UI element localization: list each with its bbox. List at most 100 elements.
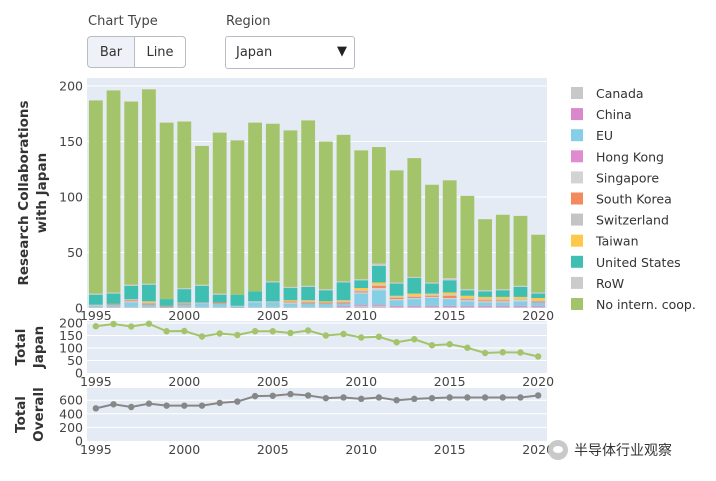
overall-total-point (517, 394, 524, 401)
bar-segment (301, 302, 316, 304)
region-select[interactable]: Japan ▼ (225, 36, 355, 69)
bar-segment (354, 280, 369, 289)
bar-segment (478, 290, 492, 292)
y-tick-label: 100 (59, 190, 83, 205)
y-tick-label: 150 (59, 134, 83, 149)
bar-segment (106, 306, 121, 308)
bar-segment (283, 303, 298, 307)
bar-segment (407, 276, 422, 279)
x-tick-label: 2000 (168, 308, 200, 323)
overall-total-point (304, 392, 312, 399)
bar-segment (159, 299, 174, 306)
overall-total-point (163, 402, 170, 409)
bar-segment (407, 278, 422, 294)
bar-segment (142, 304, 156, 307)
japan-total-point (304, 327, 312, 334)
bar-segment (531, 302, 546, 306)
bar-segment (389, 300, 404, 306)
bar-segment (159, 306, 174, 308)
bar-segment (513, 306, 528, 308)
x-tick-label: 2015 (434, 308, 466, 323)
bar-segment (142, 89, 156, 284)
legend-swatch (571, 108, 583, 121)
bar-segment (177, 306, 192, 308)
bar-segment (301, 301, 316, 303)
bar-segment (177, 121, 192, 289)
bar-segment (460, 295, 475, 299)
y-tick-label: 100 (59, 341, 83, 356)
y-tick-label: 50 (67, 353, 83, 368)
japan-total-point (198, 333, 206, 340)
overall-total-point (375, 394, 383, 401)
y-axis-title: Total (13, 396, 29, 433)
bar-segment (248, 301, 262, 303)
bar-segment (425, 298, 439, 306)
bar-segment (142, 302, 156, 304)
bar-segment (159, 305, 174, 307)
x-tick-label: 2005 (257, 308, 289, 323)
bar-plot-area (87, 78, 547, 308)
bar-segment (230, 140, 245, 295)
bar-segment (372, 147, 386, 264)
bar-segment (318, 306, 333, 308)
x-tick-label: 2005 (257, 442, 289, 457)
y-tick-label: 200 (59, 79, 83, 94)
bar-segment (354, 290, 369, 292)
x-tick-label: 1995 (80, 374, 112, 389)
region-select-value: Japan (236, 45, 273, 60)
bar-segment (372, 263, 386, 266)
japan-total-point (163, 328, 170, 335)
overall-total-point (393, 397, 400, 404)
bar-segment (495, 290, 510, 297)
japan-total-point (534, 353, 542, 360)
x-tick-label: 1995 (80, 308, 112, 323)
bar-segment (212, 303, 227, 307)
legend-swatch (571, 276, 583, 289)
overall-total-point (446, 394, 453, 401)
overall-total-point (92, 405, 100, 412)
bar-segment (283, 306, 298, 308)
bar-segment (372, 290, 386, 305)
japan-total-point (375, 333, 383, 340)
overall-total-point (464, 394, 471, 401)
bar-segment (389, 283, 404, 296)
x-tick-label: 2020 (522, 308, 554, 323)
y-axis-title: Japan (31, 326, 47, 370)
bar-segment (478, 300, 492, 302)
line-button[interactable]: Line (134, 36, 186, 68)
bar-segment (195, 303, 209, 307)
x-tick-label: 2020 (522, 374, 554, 389)
bar-segment (495, 214, 510, 290)
bar-segment (478, 296, 492, 300)
x-tick-label: 2015 (434, 374, 466, 389)
x-tick-label: 2020 (522, 442, 554, 457)
japan-total-point (234, 331, 241, 339)
bar-segment (407, 295, 422, 297)
bar-segment (230, 306, 245, 308)
bar-segment (372, 288, 386, 291)
legend-label: No intern. coop. (596, 297, 696, 312)
watermark-text: 半导体行业观察 (574, 443, 672, 459)
legend-label: EU (596, 128, 613, 143)
bar-segment (195, 145, 209, 285)
legend-label: China (596, 107, 632, 122)
legend-label: United States (596, 255, 681, 270)
overall-total-point (216, 399, 223, 407)
x-tick-label: 2010 (345, 442, 377, 457)
x-tick-label: 2015 (434, 442, 466, 457)
legend-label: South Korea (596, 192, 672, 207)
bar-segment (265, 306, 280, 308)
bar-segment (513, 296, 528, 300)
bar-segment (425, 283, 439, 294)
bar-segment (177, 304, 192, 307)
bar-segment (460, 306, 475, 308)
bar-segment (283, 130, 298, 287)
legend-swatch (571, 234, 583, 247)
bar-segment (407, 293, 422, 296)
bar-segment (265, 302, 280, 307)
bar-segment (495, 306, 510, 308)
bar-segment (124, 302, 139, 307)
bar-segment (513, 301, 528, 306)
bar-segment (248, 291, 262, 302)
